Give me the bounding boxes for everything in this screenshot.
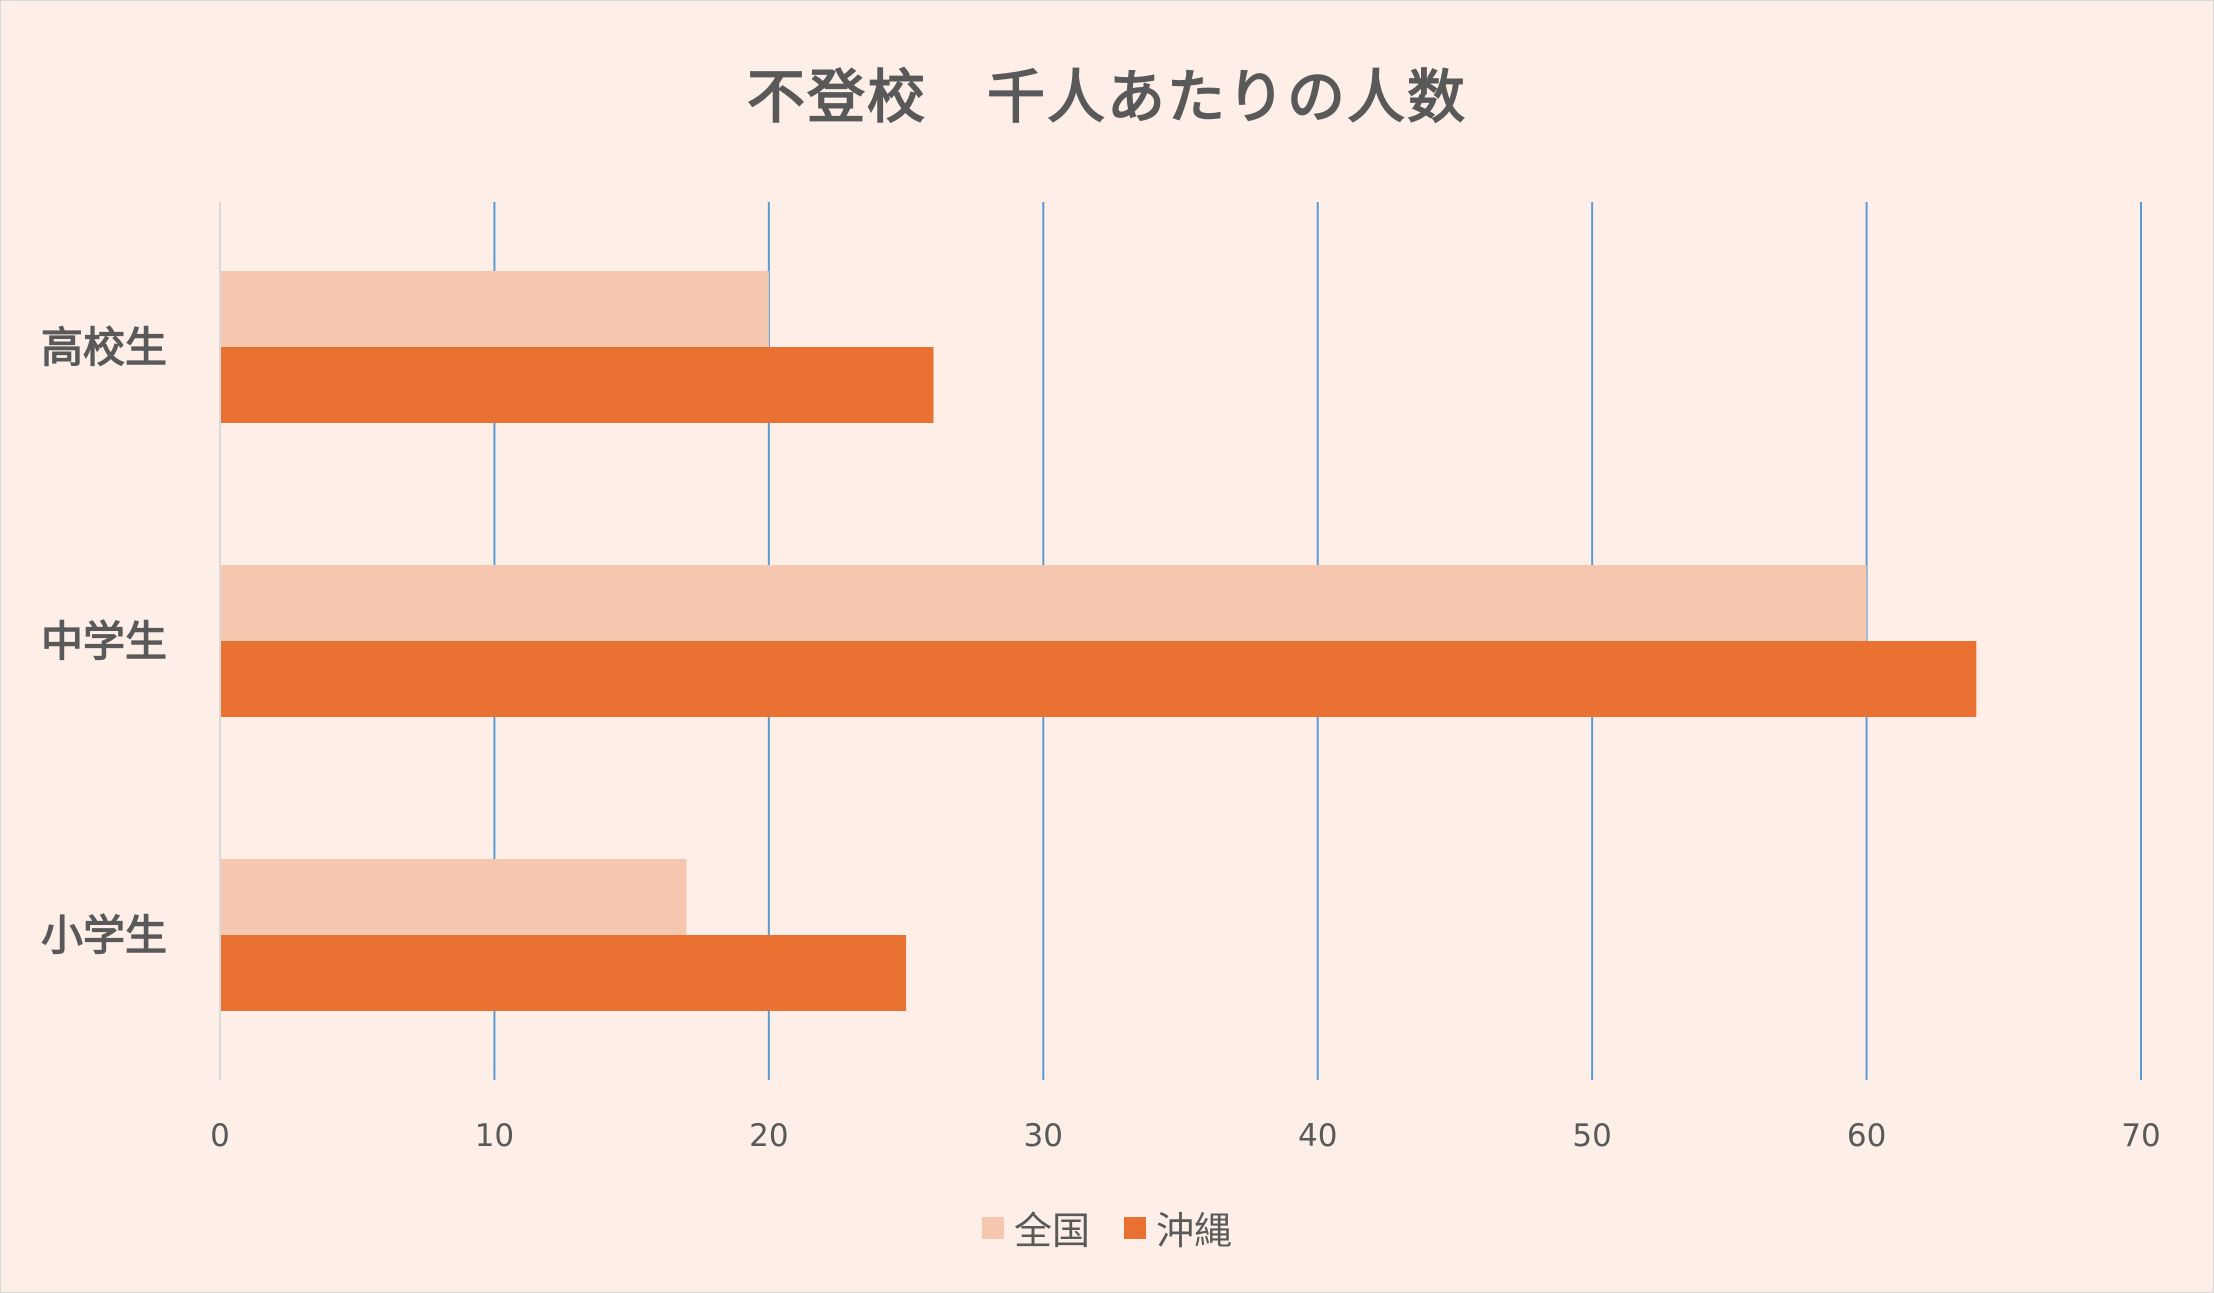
x-tick-label: 50 [1572, 1118, 1611, 1154]
x-tick-label: 70 [2121, 1118, 2160, 1154]
legend-swatch-okinawa [1124, 1216, 1146, 1239]
legend-item-okinawa: 沖縄 [1124, 1200, 1232, 1255]
x-tick-label: 40 [1298, 1118, 1337, 1154]
legend-item-national: 全国 [981, 1200, 1090, 1255]
legend-swatch-national [981, 1216, 1004, 1239]
bar-okinawa [220, 347, 934, 423]
category-label: 高校生 [41, 323, 167, 372]
category-label: 中学生 [41, 617, 167, 666]
legend-label-okinawa: 沖縄 [1156, 1209, 1233, 1253]
legend: 全国 沖縄 [0, 1200, 2214, 1255]
x-tick-label: 60 [1847, 1118, 1886, 1154]
x-tick-label: 20 [749, 1118, 788, 1154]
bar-national [220, 859, 687, 935]
legend-label-national: 全国 [1013, 1209, 1090, 1253]
bar-national [220, 271, 769, 347]
category-label: 小学生 [41, 911, 167, 960]
bar-okinawa [220, 641, 1977, 717]
x-tick-label: 10 [475, 1118, 514, 1154]
x-tick-label: 0 [210, 1118, 230, 1154]
x-tick-label: 30 [1024, 1118, 1063, 1154]
bar-okinawa [220, 935, 907, 1011]
chart-title: 不登校 千人あたりの人数 [746, 63, 1467, 131]
bar-national [220, 565, 1867, 641]
